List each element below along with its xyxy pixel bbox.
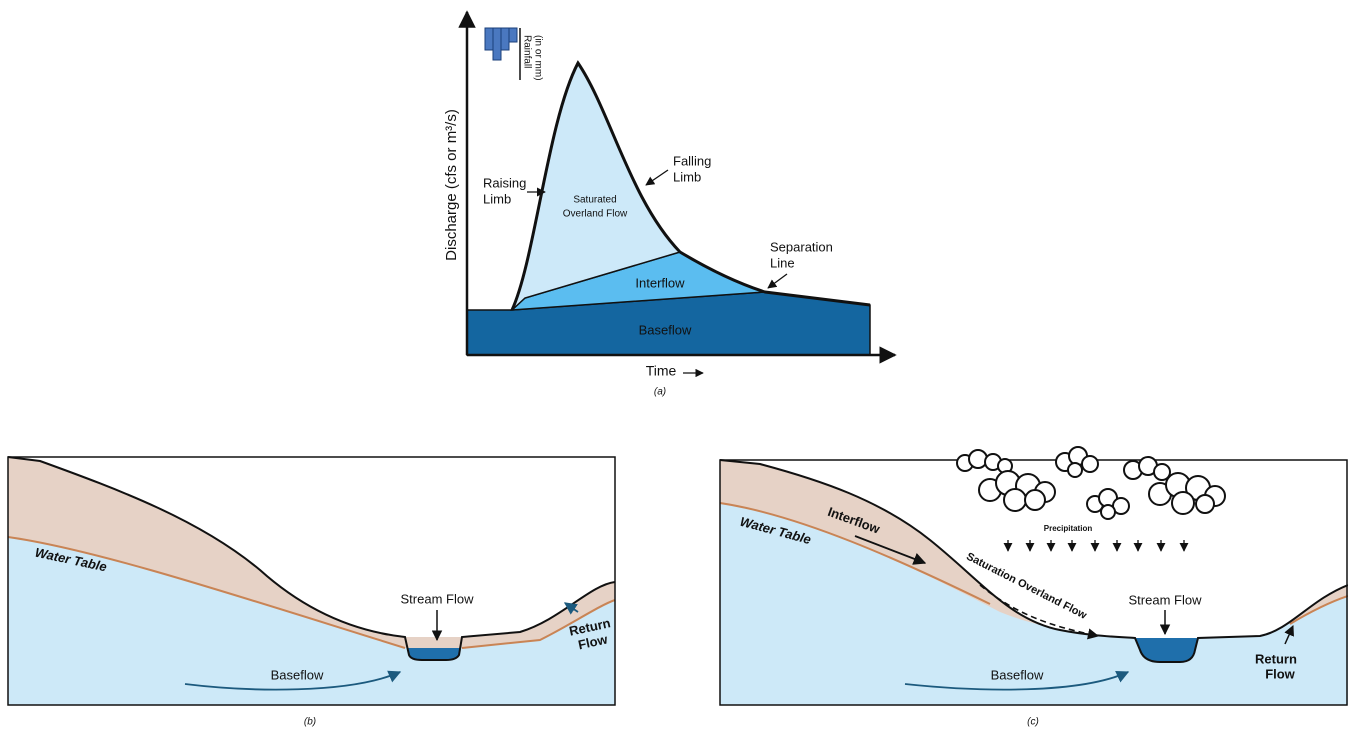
rainfall-label: Rainfall [521, 35, 532, 68]
caption: (c) [1027, 717, 1039, 728]
x-axis-label: Time [646, 363, 677, 379]
diagram: Rainfall (in or mm) Discharge (cfs or m³… [0, 0, 1348, 731]
hydrograph: Rainfall (in or mm) Discharge (cfs or m³… [443, 12, 895, 398]
arrow [646, 170, 668, 185]
baseflow-label: Baseflow [991, 667, 1044, 682]
stream-flow-label: Stream Flow [401, 591, 475, 606]
overland-flow-label: Saturated [573, 195, 616, 206]
rainfall-label: (in or mm) [532, 35, 543, 81]
cross-section-c: Precipitation Water Table Interflow Satu… [720, 447, 1348, 728]
baseflow-label: Baseflow [639, 322, 692, 337]
overland-flow-label: Overland Flow [563, 209, 628, 220]
arrow [768, 274, 787, 288]
cross-section-b: Water Table Stream Flow Baseflow Return … [8, 457, 615, 728]
clouds [957, 447, 1225, 519]
return-flow-label: Return [1255, 651, 1297, 666]
falling-limb-label: Limb [673, 169, 701, 184]
falling-limb-label: Falling [673, 153, 711, 168]
return-flow-label: Flow [1265, 666, 1295, 681]
separation-line-label: Line [770, 255, 795, 270]
caption: (a) [654, 387, 666, 398]
raising-limb-label: Raising [483, 175, 526, 190]
y-axis-label: Discharge (cfs or m³/s) [443, 109, 460, 261]
hyetograph [485, 28, 517, 60]
caption: (b) [304, 717, 316, 728]
raising-limb-label: Limb [483, 191, 511, 206]
stream-flow-label: Stream Flow [1129, 592, 1203, 607]
separation-line-label: Separation [770, 239, 833, 254]
interflow-label: Interflow [635, 275, 685, 290]
rain-arrows [1008, 540, 1184, 551]
baseflow-label: Baseflow [271, 667, 324, 682]
precipitation-label: Precipitation [1044, 524, 1093, 533]
